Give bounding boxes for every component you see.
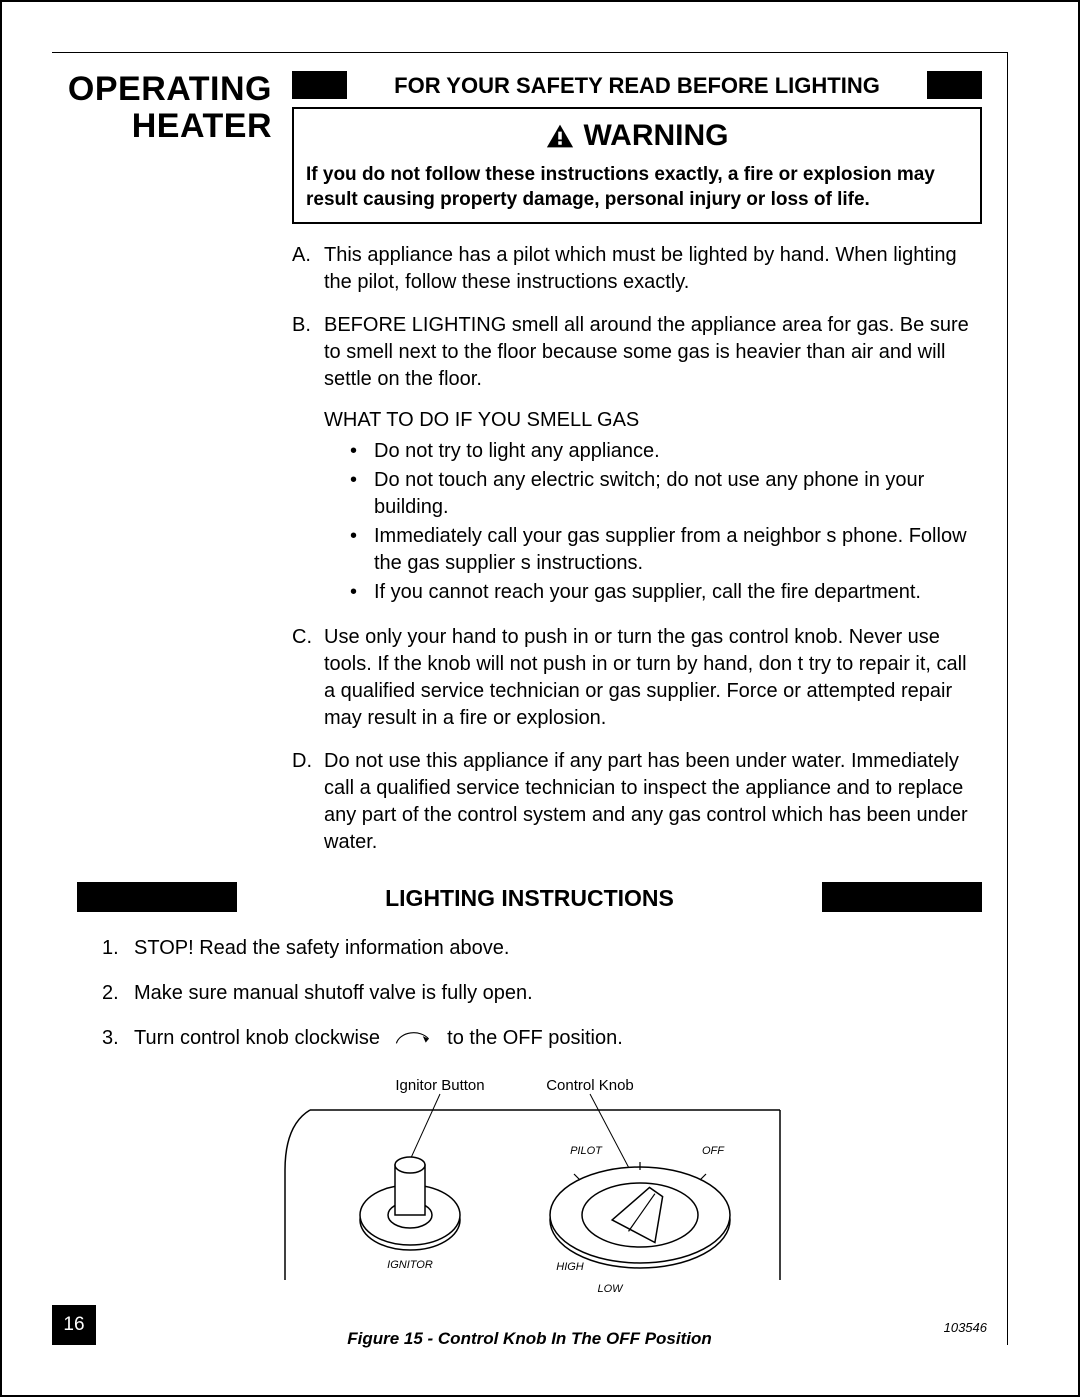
document-id: 103546: [944, 1320, 987, 1335]
bar-right-block: [927, 71, 982, 99]
warning-triangle-icon: [546, 123, 574, 149]
step-2-label: 2.: [102, 980, 124, 1007]
content-frame: OPERATING HEATER FOR YOUR SAFETY READ BE…: [52, 52, 1008, 1345]
para-c-text: Use only your hand to push in or turn th…: [324, 624, 982, 732]
bullet-4: • If you cannot reach your gas supplier,…: [324, 579, 982, 606]
step-1-text: STOP! Read the safety information above.: [134, 935, 509, 962]
step-3-text-b: to the OFF position.: [447, 1027, 623, 1049]
step-3-text: Turn control knob clockwise to the OFF p…: [134, 1025, 623, 1052]
safety-paragraphs: A. This appliance has a pilot which must…: [292, 242, 982, 856]
figure-15: Ignitor Button Control Knob IGNITOR: [52, 1070, 1007, 1349]
label-ignitor: IGNITOR: [387, 1259, 433, 1271]
bullet-2: • Do not touch any electric switch; do n…: [324, 467, 982, 521]
lighting-steps: 1. STOP! Read the safety information abo…: [102, 935, 982, 1052]
para-c-label: C.: [292, 624, 314, 732]
warning-body: If you do not follow these instructions …: [306, 163, 968, 212]
lighting-header-text: LIGHTING INSTRUCTIONS: [237, 882, 822, 915]
step-3: 3. Turn control knob clockwise to the OF…: [102, 1025, 982, 1052]
warning-box: WARNING If you do not follow these instr…: [292, 107, 982, 224]
label-control-knob: Control Knob: [546, 1077, 634, 1094]
para-b-text: BEFORE LIGHTING smell all around the app…: [324, 312, 982, 393]
label-off: OFF: [702, 1145, 725, 1157]
bullet-4-text: If you cannot reach your gas supplier, c…: [374, 579, 921, 606]
para-a-text: This appliance has a pilot which must be…: [324, 242, 982, 296]
page-number: 16: [52, 1305, 96, 1345]
bullet-3: • Immediately call your gas supplier fro…: [324, 523, 982, 577]
smell-bullets: • Do not try to light any appliance. • D…: [324, 438, 982, 606]
smell-gas-heading: WHAT TO DO IF YOU SMELL GAS: [324, 407, 982, 434]
label-pilot: PILOT: [570, 1145, 603, 1157]
section-title-column: OPERATING HEATER: [52, 71, 272, 872]
page: OPERATING HEATER FOR YOUR SAFETY READ BE…: [0, 0, 1080, 1397]
label-high: HIGH: [556, 1261, 584, 1273]
para-b-body: BEFORE LIGHTING smell all around the app…: [324, 312, 982, 608]
para-b-label: B.: [292, 312, 314, 608]
top-two-column: OPERATING HEATER FOR YOUR SAFETY READ BE…: [52, 71, 1007, 872]
label-low: LOW: [597, 1283, 624, 1295]
clockwise-arrow-icon: [392, 1028, 436, 1050]
bar-left-block: [292, 71, 347, 99]
bullet-2-text: Do not touch any electric switch; do not…: [374, 467, 982, 521]
para-c: C. Use only your hand to push in or turn…: [292, 624, 982, 732]
figure-caption: Figure 15 - Control Knob In The OFF Posi…: [52, 1329, 1007, 1349]
bullet-dot: •: [350, 523, 364, 577]
step-2-text: Make sure manual shutoff valve is fully …: [134, 980, 533, 1007]
bullet-dot: •: [350, 579, 364, 606]
section-title-line-1: OPERATING: [52, 71, 272, 108]
para-a: A. This appliance has a pilot which must…: [292, 242, 982, 296]
bullet-dot: •: [350, 467, 364, 521]
bullet-3-text: Immediately call your gas supplier from …: [374, 523, 982, 577]
step-3-text-a: Turn control knob clockwise: [134, 1027, 380, 1049]
main-column: FOR YOUR SAFETY READ BEFORE LIGHTING WAR…: [292, 71, 1007, 872]
safety-header-bar: FOR YOUR SAFETY READ BEFORE LIGHTING: [292, 71, 982, 101]
section-title-line-2: HEATER: [52, 108, 272, 145]
para-a-label: A.: [292, 242, 314, 296]
step-1-label: 1.: [102, 935, 124, 962]
para-b: B. BEFORE LIGHTING smell all around the …: [292, 312, 982, 608]
para-d-label: D.: [292, 748, 314, 856]
warning-header: WARNING: [306, 119, 968, 153]
para-d-text: Do not use this appliance if any part ha…: [324, 748, 982, 856]
bar-right-block: [822, 882, 982, 912]
bar-left-block: [77, 882, 237, 912]
step-1: 1. STOP! Read the safety information abo…: [102, 935, 982, 962]
bullet-1: • Do not try to light any appliance.: [324, 438, 982, 465]
control-knob-diagram: Ignitor Button Control Knob IGNITOR: [250, 1070, 810, 1310]
step-2: 2. Make sure manual shutoff valve is ful…: [102, 980, 982, 1007]
step-3-label: 3.: [102, 1025, 124, 1052]
safety-header-text: FOR YOUR SAFETY READ BEFORE LIGHTING: [347, 71, 927, 101]
bullet-1-text: Do not try to light any appliance.: [374, 438, 660, 465]
bullet-dot: •: [350, 438, 364, 465]
warning-title: WARNING: [584, 119, 729, 153]
label-ignitor-button: Ignitor Button: [395, 1077, 484, 1094]
para-d: D. Do not use this appliance if any part…: [292, 748, 982, 856]
lighting-header-bar: LIGHTING INSTRUCTIONS: [77, 882, 982, 915]
